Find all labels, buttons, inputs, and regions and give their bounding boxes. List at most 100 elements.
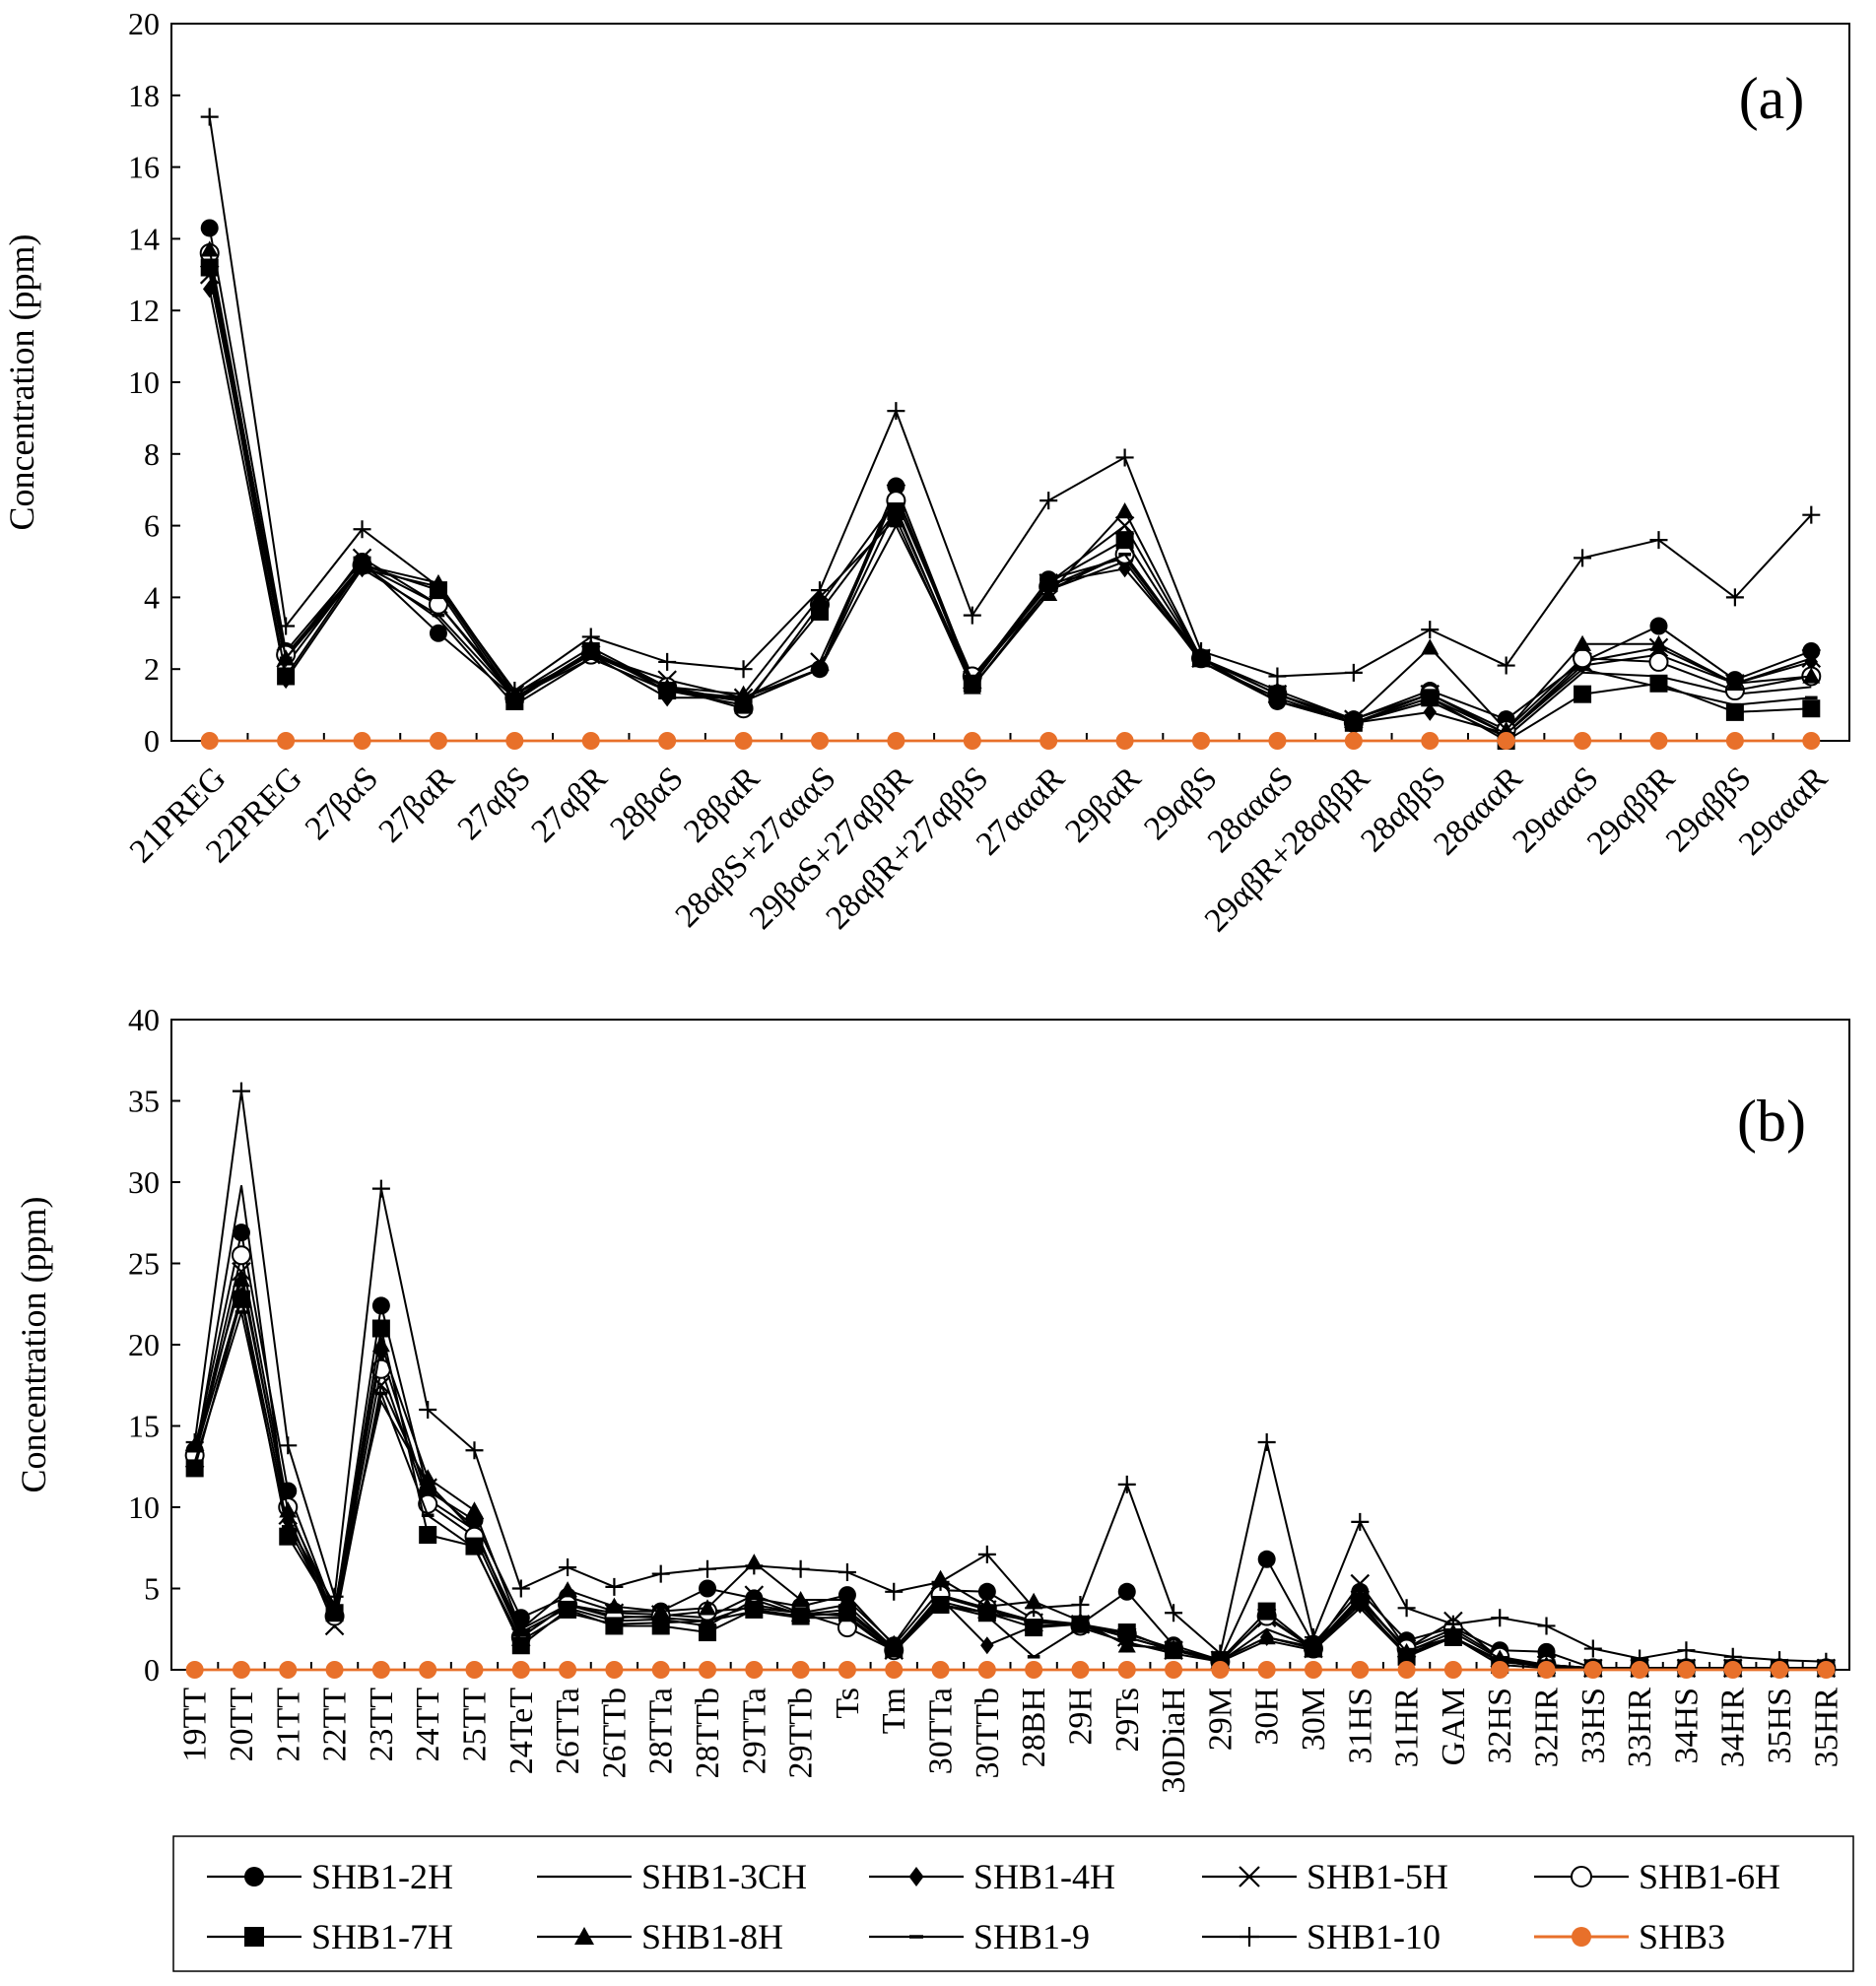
data-point xyxy=(1165,1604,1183,1622)
panel-tag: (b) xyxy=(1737,1089,1806,1154)
data-point xyxy=(277,732,296,750)
data-point xyxy=(1117,1661,1136,1679)
y-tick-label: 6 xyxy=(144,508,160,544)
data-point xyxy=(581,628,600,646)
data-point xyxy=(1071,1596,1090,1614)
data-point xyxy=(279,1501,298,1518)
legend-box xyxy=(172,1835,1854,1972)
data-point xyxy=(651,1564,670,1583)
data-point xyxy=(1802,699,1821,718)
series-line-shb1-4h xyxy=(193,1295,1827,1670)
data-point xyxy=(505,682,524,700)
y-tick-label: 30 xyxy=(128,1164,160,1200)
data-point xyxy=(429,624,447,642)
series-shb1-9 xyxy=(203,262,1818,736)
data-point xyxy=(1039,732,1058,750)
data-point xyxy=(1491,1609,1509,1627)
series-line-shb1-2h xyxy=(208,228,1812,721)
data-point xyxy=(1257,1602,1276,1621)
legend-marker xyxy=(1572,1927,1591,1947)
legend-marker xyxy=(1240,1927,1259,1947)
legend-marker xyxy=(1571,1866,1592,1887)
data-point xyxy=(1117,1623,1136,1642)
data-point xyxy=(371,1179,390,1198)
data-point xyxy=(887,509,905,526)
data-point xyxy=(977,1545,996,1563)
data-point xyxy=(885,1661,904,1679)
data-point xyxy=(1574,732,1592,750)
data-point xyxy=(605,1577,624,1596)
legend-item-shb1-4h: SHB1-4H xyxy=(869,1857,1115,1896)
data-point xyxy=(200,732,219,750)
data-point xyxy=(1192,642,1211,660)
data-point xyxy=(1574,549,1592,567)
data-point xyxy=(200,240,219,257)
x-tick-label-23tt: 23TT xyxy=(364,1688,400,1762)
data-point xyxy=(699,1559,717,1578)
data-point xyxy=(1725,674,1744,691)
data-point xyxy=(279,1527,298,1546)
data-point xyxy=(277,667,296,686)
y-tick-label: 10 xyxy=(128,364,160,400)
data-point xyxy=(1443,1615,1462,1633)
x-tick-label-29ts: 29Ts xyxy=(1109,1688,1146,1753)
y-tick-label: 20 xyxy=(128,1327,160,1362)
legend-item-shb1-10: SHB1-10 xyxy=(1202,1917,1440,1956)
data-point xyxy=(232,1661,250,1679)
legend-label: SHB1-3CH xyxy=(641,1857,807,1896)
legend-label: SHB1-9 xyxy=(973,1917,1090,1956)
data-point xyxy=(231,1245,251,1266)
legend-label: SHB1-7H xyxy=(311,1917,453,1956)
x-tick-label-27-r: 27βαR xyxy=(372,760,462,849)
y-tick-label: 40 xyxy=(128,1002,160,1037)
legend-item-shb3: SHB3 xyxy=(1534,1917,1725,1956)
data-point xyxy=(605,1661,624,1679)
data-point xyxy=(1115,448,1134,467)
data-point xyxy=(977,1597,996,1614)
x-tick-label-35hr: 35HR xyxy=(1808,1688,1844,1768)
data-point xyxy=(885,1582,904,1601)
series-line-shb1-8h xyxy=(208,249,1812,732)
data-point xyxy=(1817,1661,1836,1679)
data-point xyxy=(838,1591,856,1608)
data-point xyxy=(1491,1661,1509,1679)
data-point xyxy=(1117,1582,1136,1601)
data-point xyxy=(1804,652,1819,671)
data-point xyxy=(325,1587,344,1606)
data-point xyxy=(371,1319,390,1338)
data-point xyxy=(419,1661,437,1679)
x-tick-label-22tt: 22TT xyxy=(317,1688,354,1762)
x-tick-label-30tta: 30TTa xyxy=(923,1688,960,1774)
data-point xyxy=(651,1661,670,1679)
data-point xyxy=(1117,560,1132,578)
series-line-shb1-4h xyxy=(208,289,1812,735)
data-point xyxy=(810,581,829,600)
data-point xyxy=(1039,492,1058,510)
series-line-shb1-6h xyxy=(208,252,1812,732)
data-point xyxy=(1350,1573,1371,1594)
series-line-shb1-9 xyxy=(208,263,1812,735)
data-point xyxy=(699,1599,717,1616)
data-point xyxy=(1497,656,1515,675)
x-tick-label-ts: Ts xyxy=(830,1688,866,1719)
data-point xyxy=(699,1623,717,1642)
series-line-shb1-8h xyxy=(193,1279,1827,1670)
legend-label: SHB1-4H xyxy=(973,1857,1115,1896)
data-point xyxy=(1537,1661,1556,1679)
y-tick-label: 35 xyxy=(128,1084,160,1119)
x-tick-label-28bh: 28BH xyxy=(1016,1688,1052,1767)
series-line-shb1-3ch xyxy=(193,1185,1827,1670)
x-tick-label-27-r: 27αβR xyxy=(524,760,614,849)
data-point xyxy=(429,577,447,596)
data-point xyxy=(1025,1599,1043,1618)
data-point xyxy=(838,1661,856,1679)
legend-item-shb1-8h: SHB1-8H xyxy=(537,1917,783,1956)
series-line-shb1-7h xyxy=(193,1298,1827,1670)
y-axis-label: Concentration (ppm) xyxy=(14,1197,53,1493)
x-tick-label-29h: 29H xyxy=(1062,1688,1099,1746)
y-tick-label: 0 xyxy=(144,723,160,759)
data-point xyxy=(658,732,677,750)
data-point xyxy=(963,606,981,625)
series-line-shb1-5h xyxy=(208,274,1812,735)
